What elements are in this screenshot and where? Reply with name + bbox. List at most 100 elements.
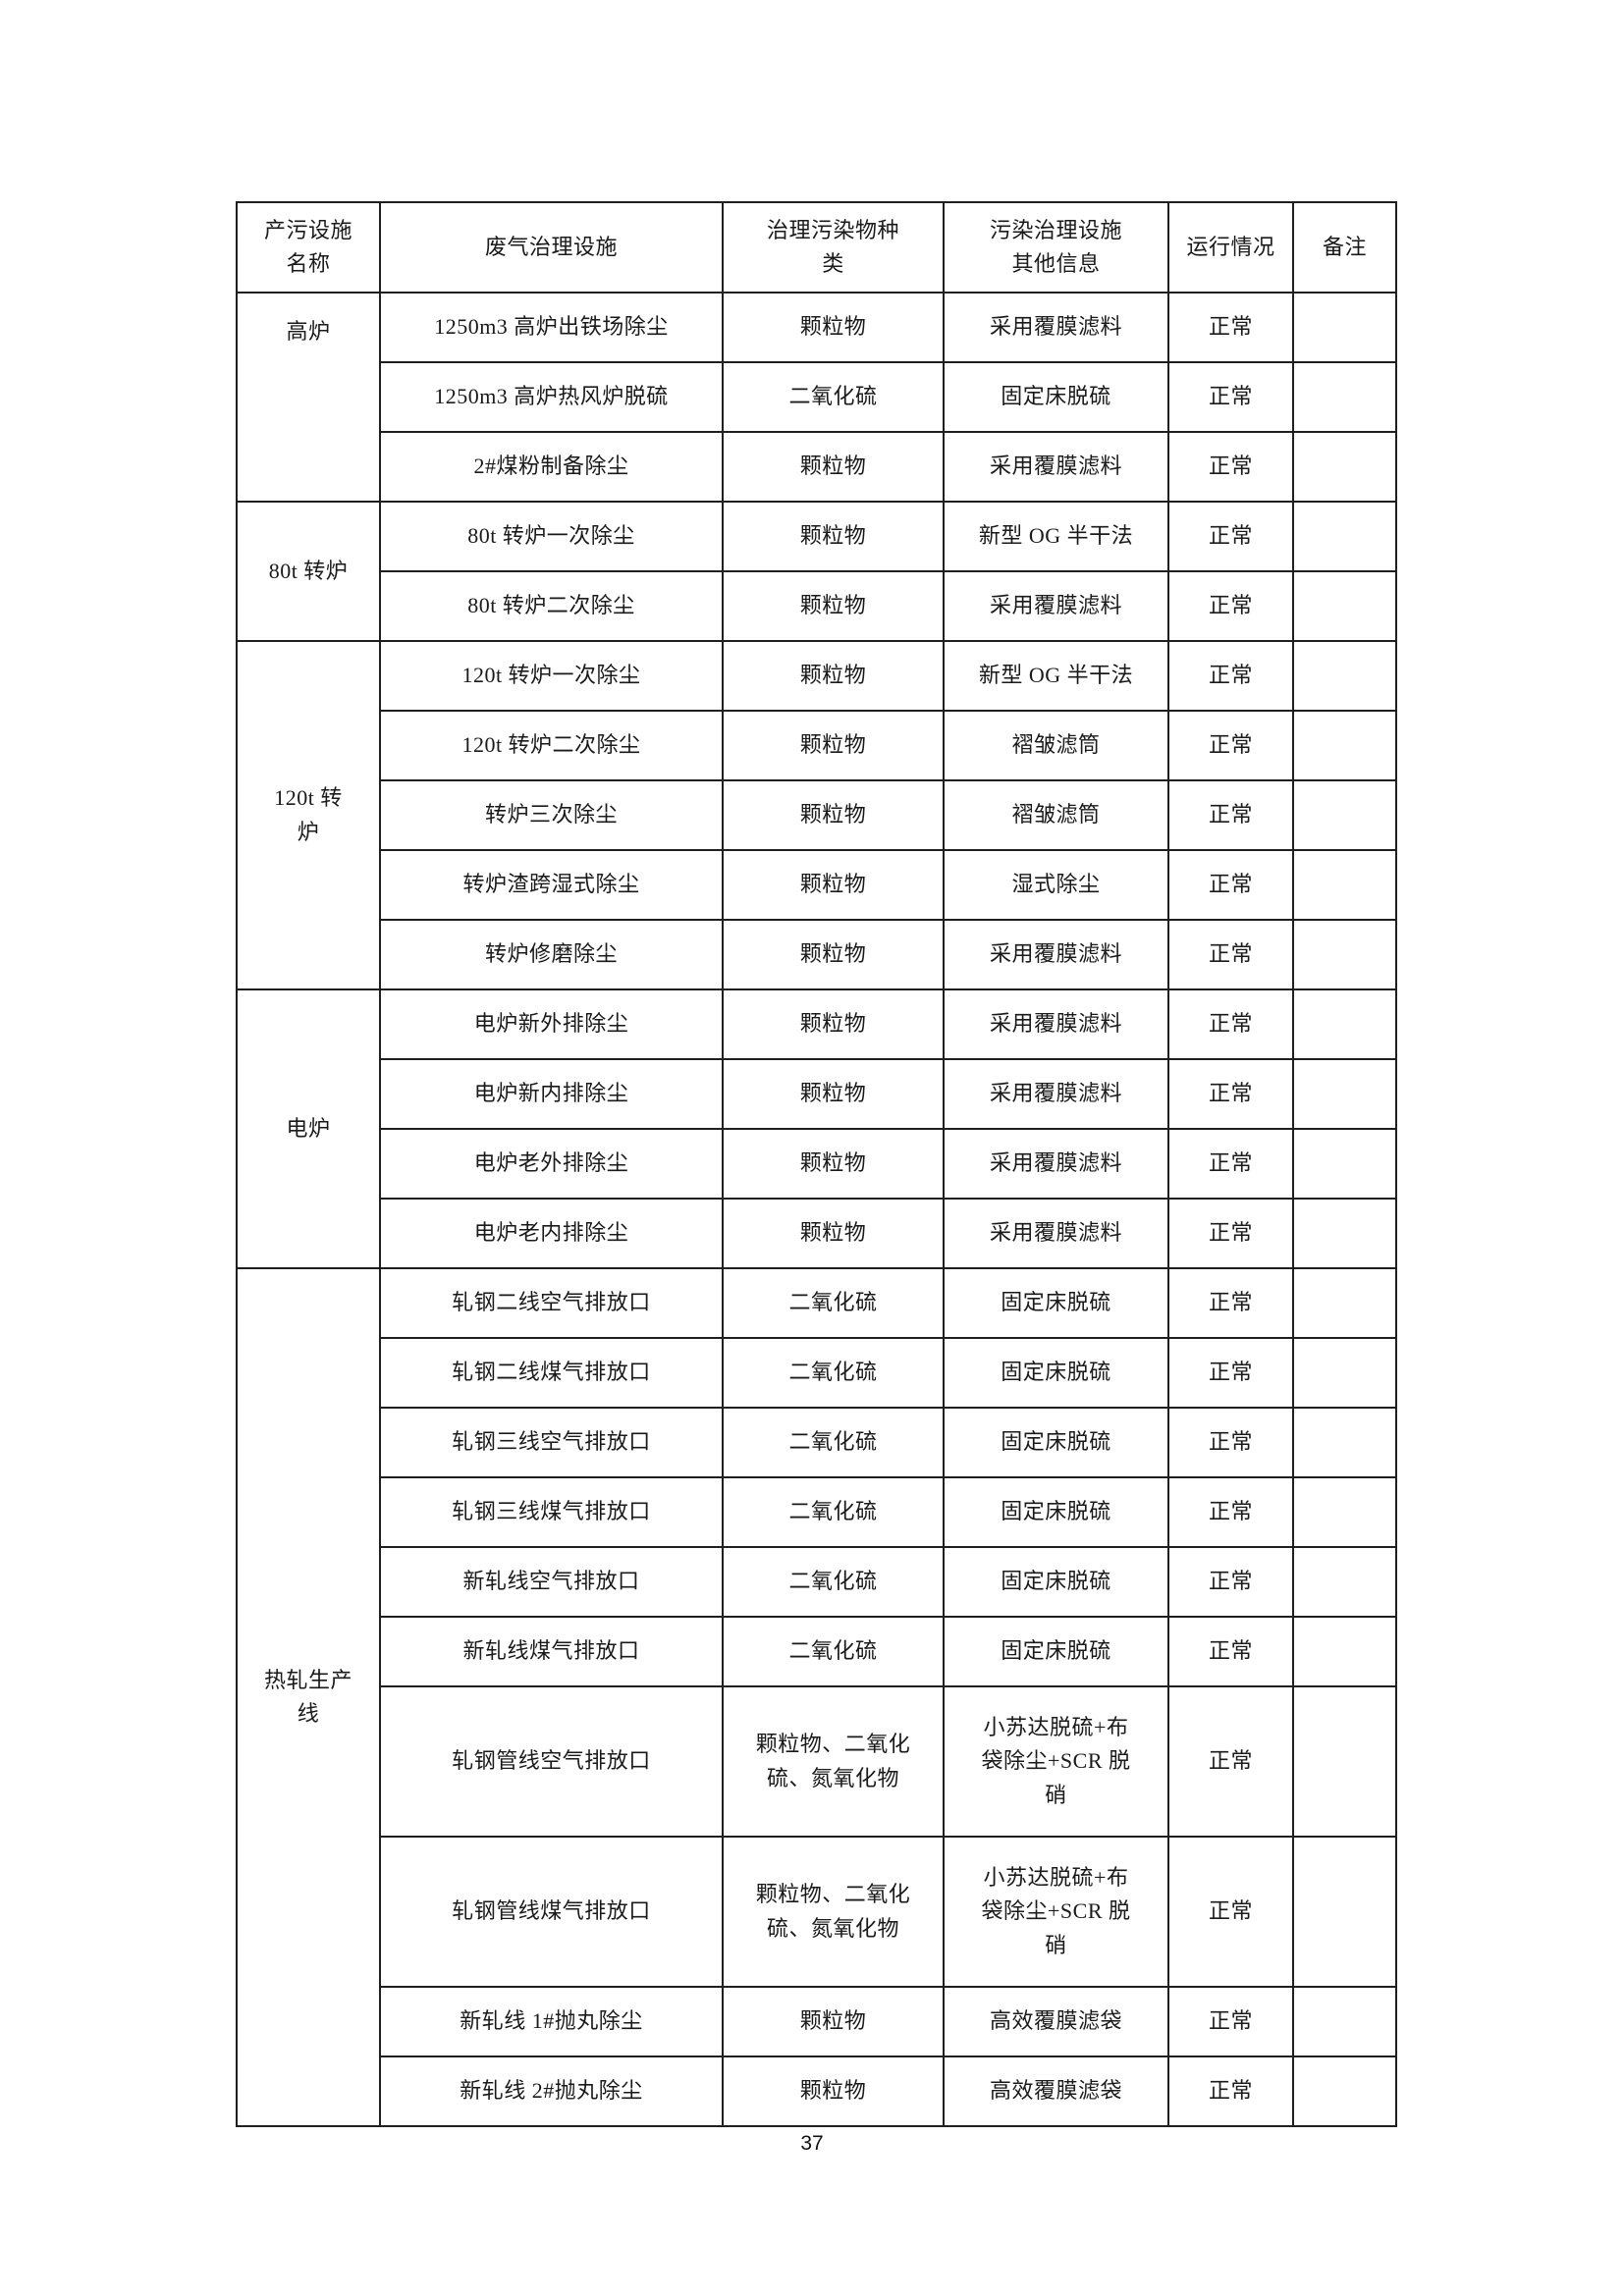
status-cell: 正常 [1167,919,1294,990]
pollutant-type-cell: 颗粒物 [722,431,945,503]
remark-cell [1292,292,1397,363]
table-row: 新轧线 1#抛丸除尘 颗粒物 高效覆膜滤袋 正常 [237,1986,1397,2057]
section-label-hot-rolling-line: 热轧生产 线 [236,1267,381,2127]
remark-cell [1292,361,1397,433]
header-facility-name: 产污设施 名称 [236,201,381,294]
treatment-facility-cell: 轧钢三线煤气排放口 [379,1476,724,1548]
status-cell: 正常 [1167,640,1294,712]
table-row: 电炉老外排除尘 颗粒物 采用覆膜滤料 正常 [237,1128,1397,1200]
pollutant-type-cell: 二氧化硫 [722,1476,945,1548]
remark-cell [1292,1198,1397,1269]
other-info-cell: 固定床脱硫 [943,1407,1169,1478]
pollutant-type-cell: 颗粒物 [722,919,945,990]
section-label-electric-furnace: 电炉 [236,988,381,1269]
pollutant-type-cell: 颗粒物 [722,779,945,851]
pollutant-type-cell: 颗粒物 [722,1058,945,1130]
other-info-cell: 褶皱滤筒 [943,779,1169,851]
status-cell: 正常 [1167,988,1294,1060]
treatment-facility-cell: 新轧线 2#抛丸除尘 [379,2056,724,2127]
other-info-cell: 采用覆膜滤料 [943,988,1169,1060]
pollutant-type-cell: 颗粒物 [722,1986,945,2057]
remark-cell [1292,1267,1397,1339]
pollutant-type-cell: 颗粒物 [722,1198,945,1269]
section-label-120t-converter: 120t 转 炉 [236,640,381,990]
remark-cell [1292,919,1397,990]
other-info-cell: 小苏达脱硫+布 袋除尘+SCR 脱 硝 [943,1685,1169,1838]
remark-cell [1292,570,1397,642]
table-row: 80t 转炉二次除尘 颗粒物 采用覆膜滤料 正常 [237,570,1397,642]
other-info-cell: 新型 OG 半干法 [943,501,1169,572]
remark-cell [1292,1616,1397,1687]
treatment-facility-cell: 120t 转炉一次除尘 [379,640,724,712]
remark-cell [1292,431,1397,503]
table-row: 热轧生产 线 轧钢二线空气排放口 二氧化硫 固定床脱硫 正常 [236,1267,1397,2127]
remark-cell [1292,1407,1397,1478]
pollutant-type-cell: 二氧化硫 [722,361,945,433]
table-row: 转炉修磨除尘 颗粒物 采用覆膜滤料 正常 [237,919,1397,990]
treatment-facility-cell: 轧钢二线空气排放口 [379,1267,724,1339]
status-cell: 正常 [1167,431,1294,503]
other-info-cell: 褶皱滤筒 [943,710,1169,781]
status-cell: 正常 [1167,710,1294,781]
remark-cell [1292,1685,1397,1838]
remark-cell [1292,1058,1397,1130]
status-cell: 正常 [1167,1267,1294,1339]
status-cell: 正常 [1167,570,1294,642]
other-info-cell: 小苏达脱硫+布 袋除尘+SCR 脱 硝 [943,1836,1169,1988]
table-row: 120t 转 炉 120t 转炉一次除尘 颗粒物 新型 OG 半干法 正常 [236,640,1397,990]
other-info-cell: 高效覆膜滤袋 [943,2056,1169,2127]
other-info-cell: 高效覆膜滤袋 [943,1986,1169,2057]
pollutant-type-cell: 颗粒物 [722,988,945,1060]
treatment-facility-cell: 轧钢管线空气排放口 [379,1685,724,1838]
status-cell: 正常 [1167,1986,1294,2057]
other-info-cell: 采用覆膜滤料 [943,1058,1169,1130]
header-treatment-facility: 废气治理设施 [379,201,724,294]
table-row: 新轧线 2#抛丸除尘 颗粒物 高效覆膜滤袋 正常 [237,2056,1397,2127]
treatment-facility-cell: 转炉修磨除尘 [379,919,724,990]
pollutant-type-cell: 颗粒物、二氧化 硫、氮氧化物 [722,1685,945,1838]
status-cell: 正常 [1167,1128,1294,1200]
remark-cell [1292,1986,1397,2057]
treatment-facility-cell: 电炉新外排除尘 [379,988,724,1060]
remark-cell [1292,501,1397,572]
treatment-facility-cell: 80t 转炉一次除尘 [379,501,724,572]
status-cell: 正常 [1167,849,1294,921]
treatment-facility-cell: 1250m3 高炉热风炉脱硫 [379,361,724,433]
table-row: 2#煤粉制备除尘 颗粒物 采用覆膜滤料 正常 [237,431,1397,503]
status-cell: 正常 [1167,501,1294,572]
table-row: 轧钢二线煤气排放口 二氧化硫 固定床脱硫 正常 [237,1337,1397,1409]
pollutant-type-cell: 颗粒物 [722,570,945,642]
remark-cell [1292,710,1397,781]
remark-cell [1292,1546,1397,1618]
pollutant-type-cell: 颗粒物 [722,640,945,712]
header-operation-status: 运行情况 [1167,201,1294,294]
pollutant-type-cell: 颗粒物 [722,2056,945,2127]
header-remark: 备注 [1292,201,1397,294]
pollutant-type-cell: 二氧化硫 [722,1546,945,1618]
table-row: 新轧线空气排放口 二氧化硫 固定床脱硫 正常 [237,1546,1397,1618]
treatment-facility-cell: 新轧线煤气排放口 [379,1616,724,1687]
header-other-info: 污染治理设施 其他信息 [943,201,1169,294]
pollutant-type-cell: 颗粒物 [722,1128,945,1200]
remark-cell [1292,1128,1397,1200]
treatment-facility-cell: 转炉三次除尘 [379,779,724,851]
status-cell: 正常 [1167,1616,1294,1687]
remark-cell [1292,988,1397,1060]
status-cell: 正常 [1167,1198,1294,1269]
status-cell: 正常 [1167,2056,1294,2127]
pollutant-type-cell: 二氧化硫 [722,1267,945,1339]
treatment-facility-cell: 轧钢管线煤气排放口 [379,1836,724,1988]
page-number: 37 [800,2132,824,2155]
other-info-cell: 固定床脱硫 [943,1616,1169,1687]
table-row: 新轧线煤气排放口 二氧化硫 固定床脱硫 正常 [237,1616,1397,1687]
status-cell: 正常 [1167,1836,1294,1988]
pollutant-type-cell: 颗粒物、二氧化 硫、氮氧化物 [722,1836,945,1988]
pollutant-type-cell: 颗粒物 [722,292,945,363]
other-info-cell: 采用覆膜滤料 [943,570,1169,642]
status-cell: 正常 [1167,1407,1294,1478]
table-row: 120t 转炉二次除尘 颗粒物 褶皱滤筒 正常 [237,710,1397,781]
remark-cell [1292,849,1397,921]
status-cell: 正常 [1167,1337,1294,1409]
remark-cell [1292,1337,1397,1409]
other-info-cell: 固定床脱硫 [943,1476,1169,1548]
